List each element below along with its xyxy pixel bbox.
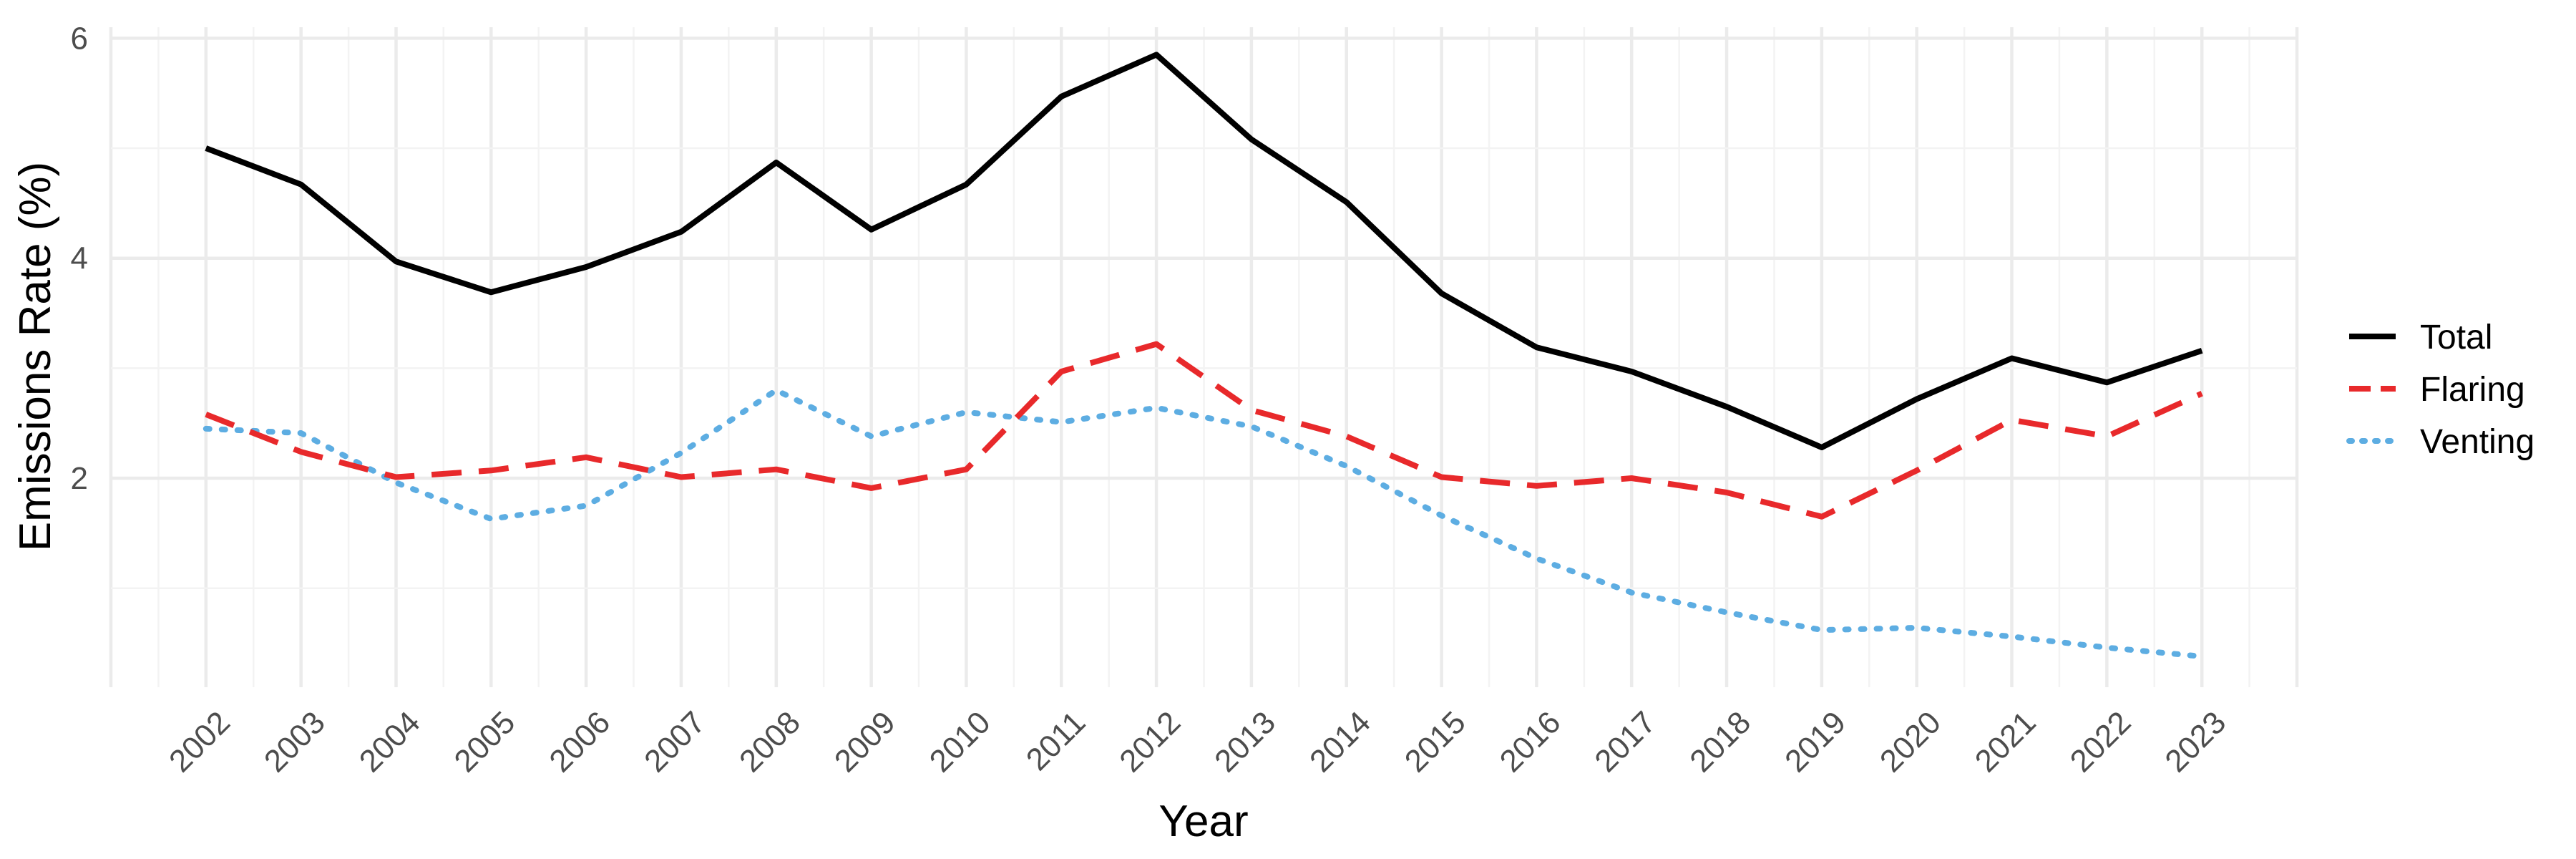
x-tick-label: 2006 <box>542 704 617 779</box>
x-tick-label: 2013 <box>1208 704 1282 779</box>
x-tick-label: 2018 <box>1683 704 1757 779</box>
x-axis-title: Year <box>1158 797 1248 846</box>
x-tick-label: 2016 <box>1493 704 1568 779</box>
x-tick-label: 2009 <box>828 704 902 779</box>
x-tick-label: 2021 <box>1968 704 2043 779</box>
y-tick-label: 4 <box>71 241 88 276</box>
x-tick-label: 2020 <box>1873 704 1948 779</box>
legend-label-venting: Venting <box>2420 423 2534 461</box>
x-axis-ticks: 2002 2003 2004 2005 2006 2007 2008 2009 2010 2011… <box>162 704 2233 779</box>
y-tick-label: 2 <box>71 461 88 496</box>
x-tick-label: 2011 <box>1020 704 1093 777</box>
x-tick-label: 2014 <box>1303 704 1377 779</box>
series-line-venting <box>203 387 2205 659</box>
x-tick-label: 2017 <box>1588 704 1662 779</box>
legend: Total Flaring Venting <box>2346 319 2534 461</box>
x-tick-label: 2007 <box>638 704 712 779</box>
x-tick-label: 2002 <box>162 704 237 779</box>
x-tick-label: 2015 <box>1398 704 1473 779</box>
x-tick-label: 2022 <box>2064 704 2138 779</box>
x-tick-label: 2019 <box>1778 704 1853 779</box>
legend-label-total: Total <box>2420 319 2492 356</box>
y-axis-title: Emissions Rate (%) <box>11 162 60 551</box>
x-tick-label: 2023 <box>2158 704 2233 779</box>
series-line-flaring <box>205 341 2203 520</box>
y-tick-label: 6 <box>71 21 88 56</box>
legend-label-flaring: Flaring <box>2420 371 2525 409</box>
x-tick-label: 2004 <box>353 704 427 779</box>
x-tick-label: 2008 <box>733 704 807 779</box>
series-line-total <box>205 52 2203 450</box>
x-tick-label: 2003 <box>258 704 332 779</box>
y-axis-ticks: 2 4 6 <box>71 21 88 496</box>
x-tick-label: 2012 <box>1113 704 1187 779</box>
x-tick-label: 2005 <box>448 704 522 779</box>
x-tick-label: 2010 <box>923 704 997 779</box>
series-lines <box>203 52 2205 659</box>
grid <box>109 27 2299 687</box>
